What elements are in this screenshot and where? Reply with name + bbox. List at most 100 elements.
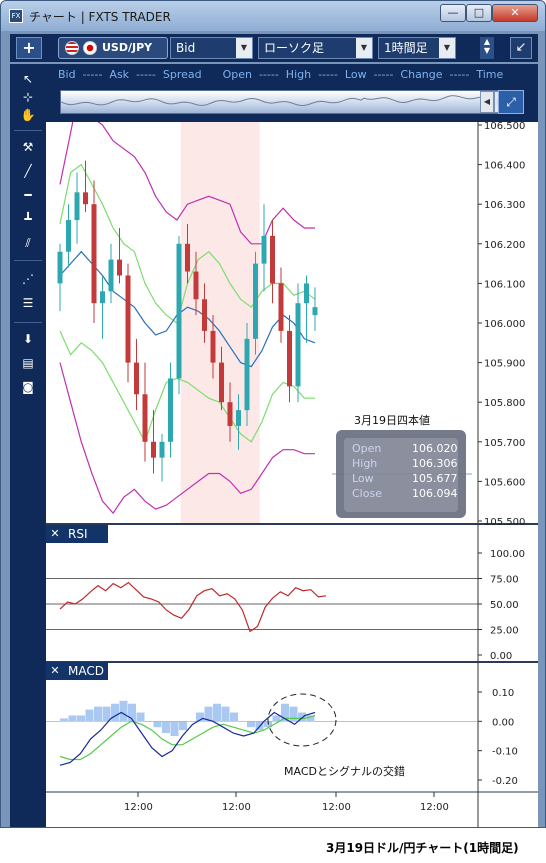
chart-toolbar: + USD/JPY Bid ▼ ローソク足 ▼ 1時間足 ▼ ▲ ▼ ↙	[10, 34, 538, 62]
macd-histogram-bar	[179, 721, 187, 731]
crosshair-icon[interactable]: ⊹	[22, 90, 34, 104]
x-tick-label: 12:00	[322, 802, 351, 813]
macd-signal-line	[59, 714, 316, 761]
candle-body	[193, 271, 199, 300]
drawing-tools-sidebar: ↖ ⊹ ✋ ⚒ ╱ ━ ┻ ⫽ ⋰ ☰ ⬇ ▤ ◙	[10, 64, 46, 827]
candle-body	[278, 283, 284, 331]
macd-histogram-bar	[111, 703, 119, 722]
quote-labels: Bid ----- Ask ----- Spread Open ----- Hi…	[58, 68, 504, 81]
horizontal-line-icon[interactable]: ━	[24, 188, 32, 202]
chart-area[interactable]: 106.500 106.400 106.300 106.200 106.100 106.0…	[46, 122, 538, 827]
tool-divider	[14, 322, 42, 323]
close-icon[interactable]: ✕	[50, 664, 60, 677]
vertical-line-icon[interactable]: ┻	[24, 212, 32, 226]
fibonacci-icon[interactable]: ☰	[22, 296, 34, 310]
candle-body	[312, 307, 318, 316]
candle-body	[270, 235, 275, 284]
close-button[interactable]: ✕	[492, 4, 538, 22]
candle-body	[74, 192, 80, 221]
chart-canvas: 106.500 106.400 106.300 106.200 106.100 106.0…	[46, 122, 538, 827]
price-tick-label: 106.400	[484, 161, 525, 172]
hammer-icon[interactable]: ⚒	[22, 140, 34, 154]
fan-icon[interactable]: ⋰	[22, 272, 34, 286]
macd-histogram-bar	[170, 721, 179, 736]
macd-histogram-bar	[162, 721, 170, 734]
macd-histogram-bar	[247, 721, 255, 728]
macd-tick-label: -0.20	[492, 776, 518, 787]
candle-body	[185, 243, 190, 272]
macd-histogram-bar	[119, 700, 128, 722]
macd-histogram-bar	[60, 718, 68, 722]
sparkline-path	[60, 95, 482, 106]
rsi-tick-label: 75.00	[490, 575, 519, 586]
toolbar-scroll-control[interactable]: ▲ ▼	[480, 37, 494, 59]
close-icon[interactable]: ✕	[50, 527, 60, 540]
app-icon: FX	[9, 9, 23, 23]
macd-histogram-bar	[196, 712, 204, 722]
x-tick-label: 12:00	[124, 802, 153, 813]
chart-type-select[interactable]: ローソク足 ▼	[258, 37, 373, 59]
list-icon[interactable]: ▤	[22, 356, 34, 370]
rsi-tick-label: 50.00	[490, 600, 519, 611]
rsi-line	[59, 581, 327, 633]
window-title: チャート | FXTS TRADER	[29, 10, 171, 24]
bb-inner-lower-band	[59, 330, 315, 444]
maximize-button[interactable]: □	[466, 4, 492, 22]
candle-body	[219, 362, 224, 403]
candle-body	[91, 204, 97, 304]
hand-icon[interactable]: ✋	[20, 108, 36, 122]
scroll-left-button[interactable]: ◀	[480, 91, 494, 113]
rsi-panel-header: ✕ RSI	[46, 525, 108, 543]
chart-type-value: ローソク足	[264, 41, 325, 55]
price-tick-label: 106.200	[484, 240, 525, 251]
add-chart-button[interactable]: +	[16, 37, 42, 59]
jp-flag-icon	[83, 41, 97, 55]
timeframe-select[interactable]: 1時間足 ▼	[378, 37, 456, 59]
candle-body	[176, 243, 182, 379]
macd-histogram-bar	[85, 709, 94, 722]
candle-body	[100, 291, 105, 304]
trendline-icon[interactable]: ╱	[24, 164, 32, 178]
macd-histogram-bar	[102, 706, 111, 722]
macd-histogram-bar	[281, 703, 289, 722]
tick-sparkline-strip[interactable]	[60, 90, 508, 114]
candle-body	[108, 259, 114, 292]
chevron-down-icon: ▼	[236, 38, 252, 58]
candle-body	[151, 441, 156, 458]
currency-pair-selector[interactable]: USD/JPY	[58, 37, 168, 59]
download-icon[interactable]: ⬇	[22, 332, 34, 346]
candle-body	[83, 192, 88, 205]
macd-histogram-bar	[204, 706, 213, 722]
macd-histogram-bar	[153, 721, 162, 728]
ohlc-title: 3月19日四本値	[354, 414, 430, 427]
expand-icon[interactable]: ↙	[510, 37, 532, 59]
rsi-tick-label: 25.00	[490, 626, 519, 637]
candle-body	[134, 362, 139, 395]
camera-icon[interactable]: ◙	[22, 380, 34, 394]
refresh-icon[interactable]: ⤢	[498, 90, 524, 114]
price-tick-label: 105.600	[484, 477, 525, 488]
parallel-lines-icon[interactable]: ⫽	[25, 236, 31, 250]
cursor-icon[interactable]: ↖	[22, 72, 34, 86]
crossover-highlight-ellipse	[267, 693, 337, 747]
ohlc-tooltip: Open 106.020 High 106.306 Low 105.677 Close…	[336, 430, 466, 518]
minimize-button[interactable]: —	[440, 4, 466, 22]
macd-line	[59, 711, 316, 766]
price-tick-label: 105.500	[484, 517, 525, 528]
candle-body	[236, 410, 241, 426]
tool-divider	[14, 260, 42, 261]
bb-upper-band	[59, 122, 315, 245]
us-flag-icon	[65, 41, 79, 55]
candle-body	[142, 394, 148, 442]
macd-histogram-bar	[289, 706, 298, 722]
macd-histogram-bar	[128, 703, 136, 722]
candle-body	[261, 235, 267, 264]
macd-histogram-bar	[77, 715, 85, 722]
macd-tick-label: 0.10	[492, 688, 514, 699]
rsi-tick-label: 0.00	[490, 651, 512, 662]
x-tick-label: 12:00	[222, 802, 251, 813]
price-type-select[interactable]: Bid ▼	[170, 37, 253, 59]
macd-histogram-bar	[221, 706, 230, 722]
price-tick-label: 106.300	[484, 200, 525, 211]
candle-body	[168, 378, 173, 442]
